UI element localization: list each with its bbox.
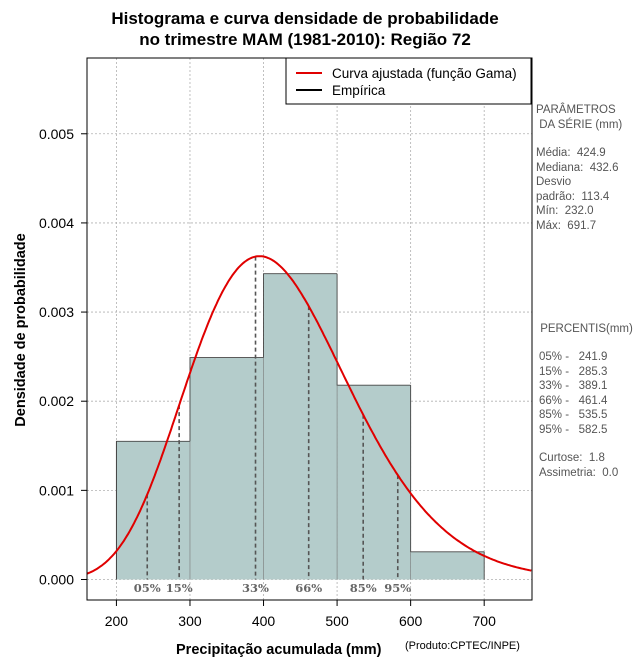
percentile-label: 66% [295,581,322,595]
legend-label-curve: Curva ajustada (função Gama) [332,66,517,81]
parameter-line: Mín: 232.0 [536,205,594,218]
histogram-bar [189,357,264,580]
parameter-line: Média: 424.9 [536,147,606,159]
parameters-list: Média: 424.9 Mediana: 432.6 Desvio padrão: … [536,146,618,234]
x-axis-label: Precipitação acumulada (mm) [176,642,382,658]
percentile-label: 85% [350,581,377,595]
parameter-line: Máx: 691.7 [536,219,597,232]
percentile-label: 15% [166,581,193,595]
y-tick-label: 0.005 [39,126,74,142]
parameters-heading: PARÂMETROS DA SÉRIE (mm) [536,103,622,132]
parameters-heading-line1: PARÂMETROS [536,104,616,116]
histogram-bar [410,551,485,580]
y-tick-label: 0.003 [39,304,74,320]
shape-stat-line: Assimetria: 0.0 [539,466,619,479]
x-tick-label: 200 [105,613,129,629]
parameter-line: Mediana: 432.6 [536,161,619,174]
y-tick-label: 0.002 [39,393,74,409]
parameter-line: padrão: 113.4 [536,190,610,203]
x-tick-label: 700 [473,613,497,629]
histogram-bar [337,385,411,580]
shape-stat-line: Curtose: 1.8 [539,452,605,464]
x-tick-label: 500 [325,613,349,629]
chart-title-line1: Histograma e curva densidade de probabil… [111,9,499,28]
legend-box [285,57,532,105]
percentile-line: 66% - 461.4 [539,394,608,407]
x-tick-label: 400 [252,613,276,629]
histogram-bar [263,273,338,580]
percentile-label: 95% [384,581,411,595]
percentiles-heading: PERCENTIS(mm) [537,323,633,335]
percentiles-list: 05% - 241.9 15% - 285.3 33% - 389.1 66% - 4… [539,350,607,438]
y-tick-label: 0.000 [39,571,74,587]
legend-label-empirical: Empírica [332,83,386,98]
y-axis-label: Densidade de probabilidade [13,233,29,427]
product-credit: (Produto:CPTEC/INPE) [405,640,520,652]
percentile-line: 95% - 582.5 [539,423,608,436]
percentile-label: 05% [134,581,161,595]
parameters-heading-line2: DA SÉRIE (mm) [536,118,623,131]
x-tick-label: 300 [178,613,202,629]
empirical-histogram-outline [115,273,485,580]
y-tick-label: 0.001 [39,482,74,498]
x-tick-label: 600 [399,613,423,629]
percentile-line: 15% - 285.3 [539,365,608,378]
percentile-line: 85% - 535.5 [539,409,608,422]
percentile-label: 33% [242,581,269,595]
y-tick-label: 0.004 [39,215,74,231]
shape-stats-list: Curtose: 1.8 Assimetria: 0.0 [539,451,618,480]
chart-title-line2: no trimestre MAM (1981-2010): Região 72 [139,30,471,49]
parameter-line: Desvio [536,176,572,189]
gamma-curve [86,255,532,575]
histogram-bar [116,441,190,580]
percentile-line: 05% - 241.9 [539,351,608,363]
percentile-line: 33% - 389.1 [539,380,608,393]
